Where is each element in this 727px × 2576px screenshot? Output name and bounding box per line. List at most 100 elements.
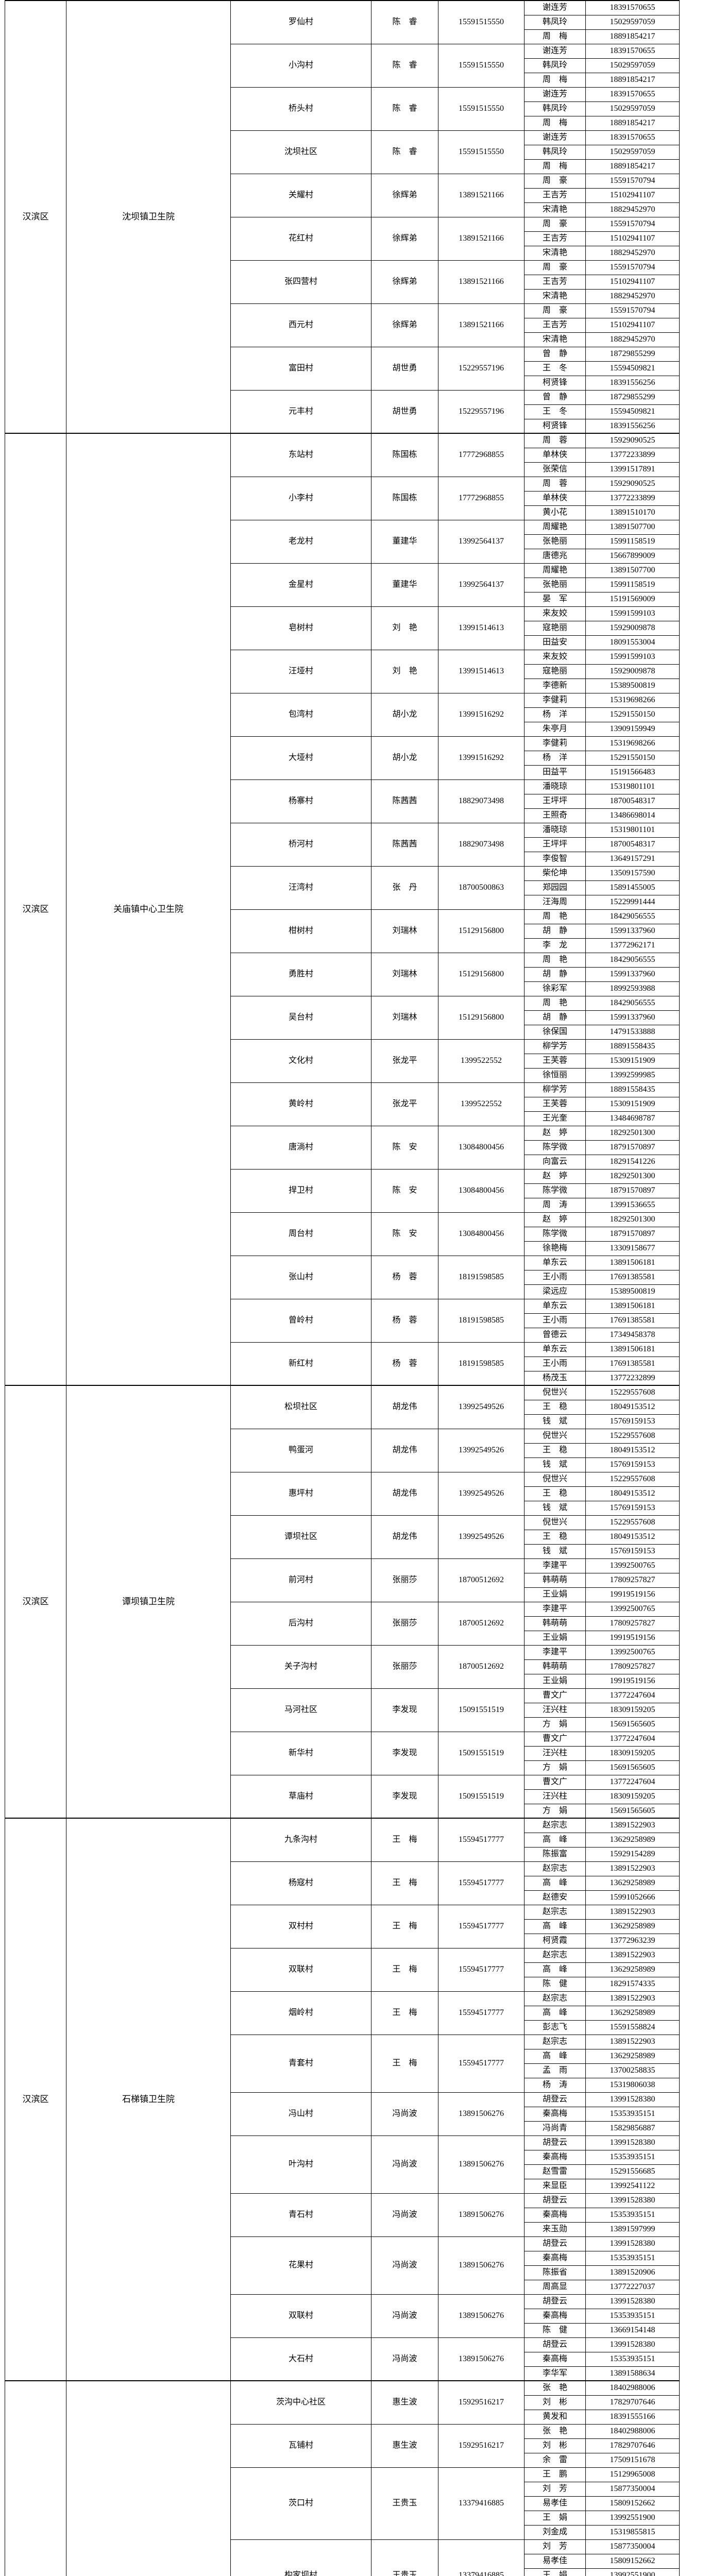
team-member-phone-cell: 15991599103: [585, 649, 680, 665]
village-cell: 烟岭村: [230, 1991, 371, 2035]
team-member-name-cell: 徐保国: [524, 1024, 586, 1040]
team-member-row: 王 稳 18049153512: [5, 1443, 680, 1458]
team-member-phone-cell: 17691385581: [585, 1356, 680, 1371]
team-member-phone-cell: 18049153512: [585, 1529, 680, 1545]
team-member-phone-cell: 13991528380: [585, 2135, 680, 2150]
team-member-row: 王 稳 18049153512: [5, 1399, 680, 1415]
doctor-name-cell: 张丽莎: [371, 1601, 438, 1646]
village-cell: 新华村: [230, 1731, 371, 1775]
team-member-name-cell: 宋清艳: [524, 289, 586, 304]
village-cell: 吴台村: [230, 995, 371, 1040]
team-member-phone-cell: 15029597059: [585, 58, 680, 73]
team-member-row: 王业娟 19919519156: [5, 1587, 680, 1602]
team-member-phone-cell: 15594509821: [585, 361, 680, 376]
team-member-row: 惠坪村 胡龙伟 13992549526 倪世兴 15229557608: [5, 1471, 680, 1516]
village-cell: 小李村: [230, 476, 371, 520]
team-member-name-cell: 倪世兴: [524, 1515, 586, 1530]
team-member-name-cell: 郑园园: [524, 880, 586, 895]
team-member-row: 方 娟 15691565605: [5, 1717, 680, 1732]
team-member-phone-cell: 15769159153: [585, 1544, 680, 1559]
doctor-name-cell: 王贵玉: [371, 2539, 438, 2576]
team-member-row: 来显臣 13992541122: [5, 2178, 680, 2194]
doctor-phone-cell: 15091551519: [438, 1731, 525, 1775]
doctor-phone-cell: 18191598585: [438, 1342, 525, 1386]
doctor-phone-cell: 15591515550: [438, 87, 525, 131]
team-member-name-cell: 周 梅: [524, 72, 586, 88]
team-member-row: 双联村 冯尚波 13891506276 胡登云 13991528380: [5, 2294, 680, 2338]
team-member-phone-cell: 15691565605: [585, 1717, 680, 1732]
team-member-row: 陈振省 13891520906: [5, 2265, 680, 2280]
team-member-name-cell: 赵宗志: [524, 1861, 586, 1876]
team-member-row: 瓦铺村 惠生波 15929516217 张 艳 18402988006: [5, 2424, 680, 2468]
village-cell: 鸭蛋河: [230, 1428, 371, 1472]
team-member-phone-cell: 15353935151: [585, 2207, 680, 2223]
team-member-phone-cell: 17809257827: [585, 1616, 680, 1631]
team-member-phone-cell: 18402988006: [585, 2380, 680, 2396]
team-member-name-cell: 韩萌萌: [524, 1572, 586, 1588]
team-member-phone-cell: 15691565605: [585, 1803, 680, 1819]
team-member-name-cell: 韩凤玲: [524, 144, 586, 160]
team-member-row: 关耀村 徐辉弟 13891521166 周 豪 15591570794: [5, 173, 680, 217]
village-cell: 青石村: [230, 2193, 371, 2237]
team-member-phone-cell: 15691565605: [585, 1760, 680, 1775]
team-member-phone-cell: 13891522903: [585, 1818, 680, 1833]
team-member-phone-cell: 15591570794: [585, 303, 680, 318]
team-member-phone-cell: 18402988006: [585, 2424, 680, 2439]
team-member-name-cell: 朱亭月: [524, 721, 586, 737]
team-member-name-cell: 刘 芳: [524, 2539, 586, 2554]
village-cell: 双联村: [230, 1947, 371, 1992]
team-member-row: 钱 斌 15769159153: [5, 1414, 680, 1429]
village-cell: 双村村: [230, 1904, 371, 1948]
doctor-name-cell: 陈 安: [371, 1212, 438, 1256]
doctor-phone-cell: 15594517777: [438, 1861, 525, 1905]
team-member-phone-cell: 15229557608: [585, 1385, 680, 1400]
team-member-name-cell: 王吉芳: [524, 274, 586, 290]
team-member-phone-cell: 13991528380: [585, 2337, 680, 2352]
team-member-row: 来玉勋 13891597999: [5, 2222, 680, 2237]
village-cell: 富田村: [230, 346, 371, 391]
team-member-name-cell: 王吉芳: [524, 188, 586, 203]
team-member-phone-cell: 15191569009: [585, 591, 680, 607]
team-member-phone-cell: 18391556256: [585, 418, 680, 434]
village-cell: 大石村: [230, 2337, 371, 2381]
team-member-row: 秦高梅 15353935151: [5, 2207, 680, 2223]
team-member-row: 赵雪雷 15291556685: [5, 2164, 680, 2179]
team-member-name-cell: 周 涛: [524, 1197, 586, 1213]
team-member-row: 老龙村 董建华 13992564137 周耀艳 13891507700: [5, 519, 680, 564]
team-member-row: 汉滨区 谭坝镇卫生院 松坝社区 胡龙伟 13992549526 倪世兴 1522955760…: [5, 1385, 680, 1819]
team-member-name-cell: 周 梅: [524, 115, 586, 131]
doctor-phone-cell: 13891521166: [438, 303, 525, 347]
team-member-name-cell: 曾 静: [524, 389, 586, 405]
team-member-phone-cell: 15353935151: [585, 2351, 680, 2367]
team-member-phone-cell: 18292501300: [585, 1125, 680, 1141]
doctor-phone-cell: 15594517777: [438, 1947, 525, 1992]
team-member-name-cell: 李健莉: [524, 692, 586, 708]
team-member-name-cell: 曾德云: [524, 1327, 586, 1343]
doctor-phone-cell: 13891521166: [438, 216, 525, 261]
village-cell: 勇胜村: [230, 952, 371, 996]
team-member-row: 余 雷 17509151678: [5, 2452, 680, 2468]
team-member-name-cell: 黄发和: [524, 2409, 586, 2425]
doctor-name-cell: 陈 安: [371, 1168, 438, 1213]
village-cell: 茨口村: [230, 2467, 371, 2540]
doctor-name-cell: 冯尚波: [371, 2337, 438, 2381]
team-member-phone-cell: 18891854217: [585, 72, 680, 88]
village-cell: 汪湾村: [230, 866, 371, 910]
district-cell: 汉滨区: [5, 1385, 66, 1819]
team-member-name-cell: 赵 婷: [524, 1125, 586, 1141]
team-member-phone-cell: 15591570794: [585, 173, 680, 189]
team-member-phone-cell: 15319698266: [585, 736, 680, 751]
doctor-name-cell: 杨 蓉: [371, 1342, 438, 1386]
team-member-name-cell: 柯贤霞: [524, 1933, 586, 1948]
team-member-name-cell: 王坪坪: [524, 837, 586, 852]
team-member-phone-cell: 13992551900: [585, 2510, 680, 2526]
village-cell: 松坝社区: [230, 1385, 371, 1429]
team-member-name-cell: 秦高梅: [524, 2207, 586, 2223]
team-member-row: 吴台村 刘瑞林 15129156800 周 艳 18429056555: [5, 995, 680, 1040]
team-member-row: 赵德安 15991052666: [5, 1890, 680, 1905]
team-member-phone-cell: 13772247604: [585, 1774, 680, 1790]
team-member-phone-cell: 13891506181: [585, 1342, 680, 1357]
doctor-name-cell: 陈 睿: [371, 130, 438, 174]
village-cell: 周台村: [230, 1212, 371, 1256]
team-member-row: 徐恒丽 13992599985: [5, 1067, 680, 1083]
